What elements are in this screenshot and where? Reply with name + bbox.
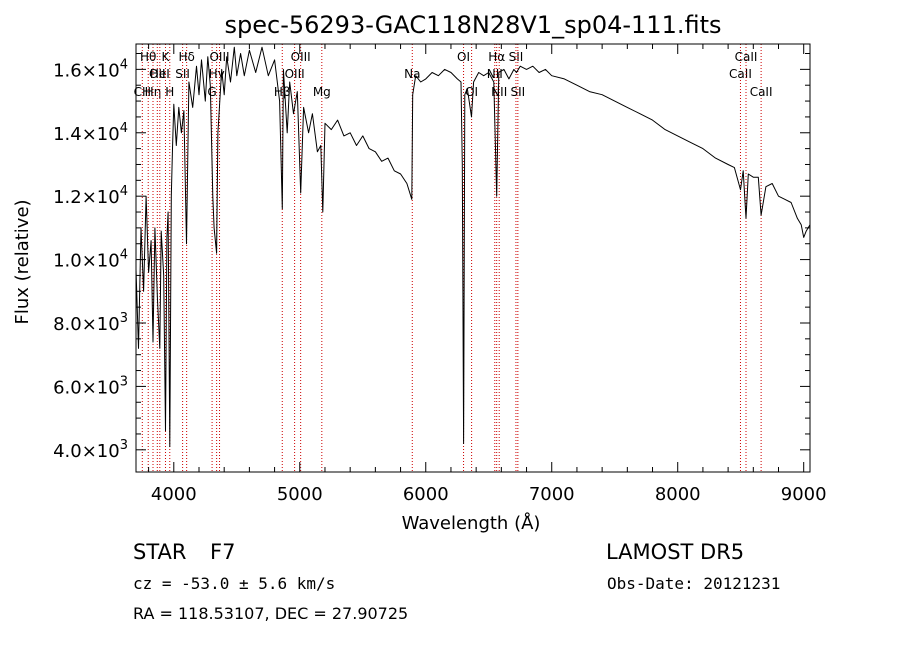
line-marker-label: Hθ — [140, 50, 156, 64]
subclass-label: F7 — [210, 540, 236, 564]
line-marker-label: CH — [134, 85, 151, 99]
line-marker-label: OIII — [209, 50, 229, 64]
y-tick-label: 1.4×104 — [53, 121, 128, 145]
plot-frame — [135, 43, 811, 473]
y-tick-label: 8.0×103 — [53, 311, 128, 335]
axis-ticks: 4000 5000 6000 7000 8000 9000 4.0×103 6.0×103 8.… — [53, 44, 827, 505]
y-tick-label: 1.0×104 — [53, 248, 128, 272]
line-marker-label: OI — [457, 50, 470, 64]
class-label: STAR — [133, 540, 187, 564]
line-marker-label: Hβ — [274, 85, 291, 99]
coordinates-label: RA = 118.53107, DEC = 27.90725 — [133, 604, 409, 623]
line-marker-label: OII — [149, 67, 166, 81]
x-tick-label: 8000 — [655, 484, 701, 505]
line-marker-label: Hα — [488, 50, 505, 64]
x-tick-label: 4000 — [151, 484, 197, 505]
line-marker-label: CaII — [729, 67, 752, 81]
x-tick-label: 9000 — [781, 484, 827, 505]
line-marker-label: Hη — [145, 85, 162, 99]
line-marker-label: Na — [404, 67, 420, 81]
line-marker-label: CaII — [735, 50, 758, 64]
obs-date-label: Obs-Date: 20121231 — [607, 574, 781, 593]
line-marker-label: SII — [175, 67, 190, 81]
line-marker-label: G — [207, 85, 216, 99]
x-tick-label: 5000 — [277, 484, 323, 505]
line-marker-label: HeI — [150, 67, 170, 81]
survey-label: LAMOST DR5 — [606, 540, 745, 564]
x-tick-label: 6000 — [403, 484, 449, 505]
line-marker-label: CaII — [750, 85, 773, 99]
line-marker-label: Hδ — [178, 50, 194, 64]
spectrum-line — [135, 46, 811, 448]
line-marker-label: H — [165, 85, 174, 99]
line-marker-label: Mg — [313, 85, 331, 99]
line-markers: CHHθHηOIIHeIKHSIIHδGHγOIIIHβOIIIOIIIMgNa… — [134, 44, 773, 472]
line-marker-label: Hγ — [209, 67, 225, 81]
y-tick-label: 4.0×103 — [53, 438, 128, 462]
line-marker-label: SII — [509, 50, 524, 64]
y-tick-label: 1.2×104 — [53, 184, 128, 208]
line-marker-label: OIII — [285, 67, 305, 81]
x-axis-label: Wavelength (Å) — [402, 512, 541, 534]
chart-title: spec-56293-GAC118N28V1_sp04-111.fits — [225, 11, 722, 39]
y-tick-label: 6.0×103 — [53, 374, 128, 398]
redshift-label: cz = -53.0 ± 5.6 km/s — [133, 574, 336, 593]
x-tick-label: 7000 — [529, 484, 575, 505]
line-marker-label: NII — [491, 85, 507, 99]
line-marker-label: OI — [465, 85, 478, 99]
line-marker-label: K — [162, 50, 171, 64]
line-marker-label: OIII — [291, 50, 311, 64]
y-tick-label: 1.6×104 — [53, 57, 128, 81]
line-marker-label: SII — [510, 85, 525, 99]
y-axis-label: Flux (relative) — [12, 199, 33, 324]
series-layer — [135, 46, 811, 448]
